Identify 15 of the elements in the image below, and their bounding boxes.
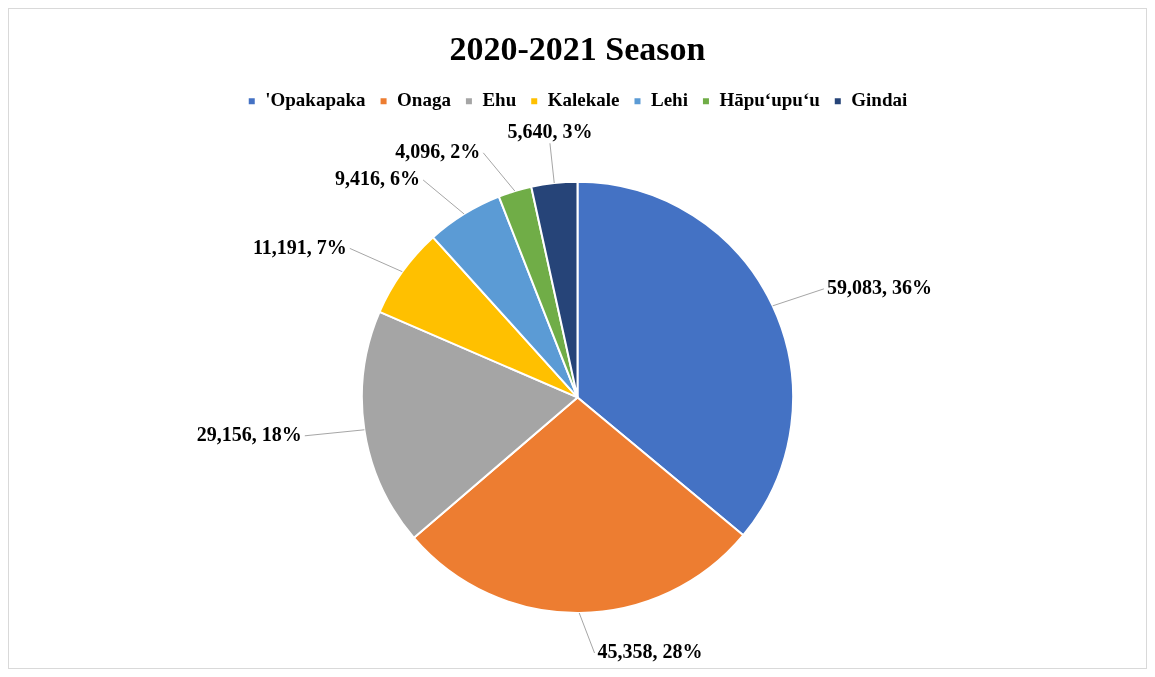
data-label: 5,640, 3% — [507, 120, 593, 143]
data-label: 4,096, 2% — [395, 139, 481, 162]
legend-label: Onaga — [397, 89, 452, 111]
legend-label: Kalekale — [547, 89, 620, 111]
legend-label: Hāpu‘upu‘u — [719, 89, 821, 111]
chart-title: 2020-2021 Season — [449, 30, 706, 68]
legend-label: Gindai — [851, 89, 908, 111]
legend-label: Lehi — [651, 89, 688, 111]
data-label: 59,083, 36% — [826, 276, 932, 299]
data-label: 29,156, 18% — [196, 422, 302, 445]
data-label: 9,416, 6% — [335, 167, 421, 190]
data-label: 45,358, 28% — [597, 640, 703, 663]
legend-label: 'Opakapaka — [265, 89, 367, 111]
data-label: 11,191, 7% — [252, 235, 347, 258]
legend-label: Ehu — [482, 89, 517, 111]
